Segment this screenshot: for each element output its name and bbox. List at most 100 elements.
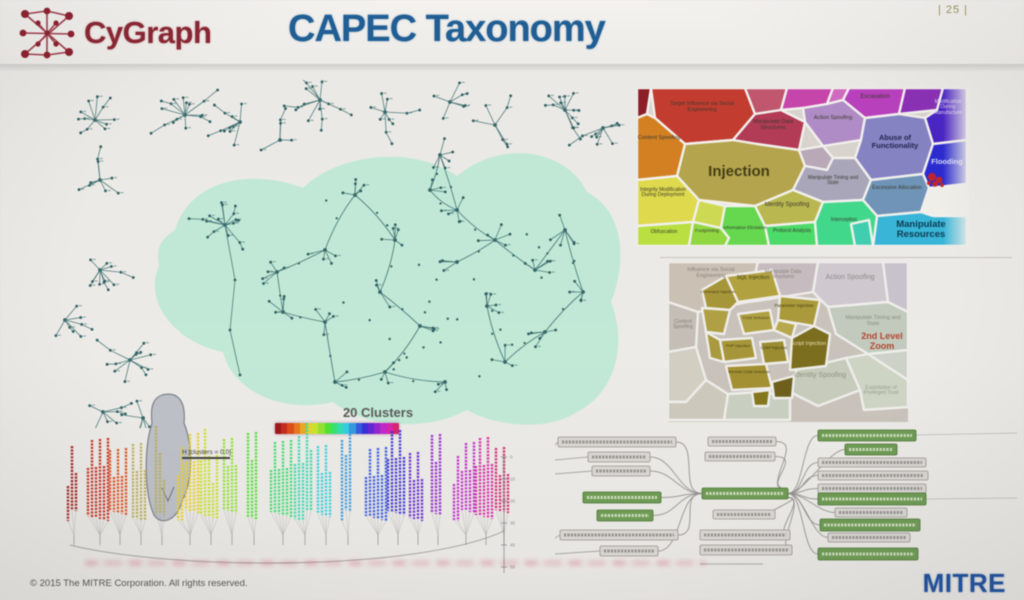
treemap-cell [758, 338, 790, 366]
treemap-cell-label: Integrity Modification During Deployment [640, 187, 686, 199]
slide-header [0, 0, 1024, 64]
cluster-dendrogram: 20 Clusters 0 10 20 30 40 50 H [clusters = 0.… [58, 393, 516, 578]
treemap-cell-label: Influence via Social Engineering [687, 267, 735, 279]
mindmap-node [707, 436, 777, 447]
colorbar-swatch [337, 423, 344, 434]
treemap-cell-label: Code Inclusion [742, 315, 770, 320]
treemap-cell [788, 324, 832, 372]
capec-treemap-level2: Influence via Social Engineering Manipula… [666, 260, 910, 422]
treemap-cell-label: Manipulate Data Structures [752, 119, 794, 131]
colorbar-swatch [287, 423, 294, 434]
colorbar-swatch [349, 423, 356, 434]
svg-text:30: 30 [510, 521, 516, 526]
treemap-cell-label: Remote Code Inclusion [728, 369, 770, 374]
treemap-cell-label: Action Spoofing [813, 115, 853, 121]
treemap-cell-label: Script Injection [789, 341, 827, 347]
treemap-cell-label: Abuse of Functionality [871, 133, 919, 151]
treemap-cell-label: Excessive Allocation [872, 185, 922, 191]
treemap-cell-label: PHP Injection [725, 343, 751, 348]
colorbar-swatch [368, 423, 375, 434]
colorbar-swatch [330, 423, 338, 434]
colorbar-swatch [361, 423, 369, 434]
treemap-cell-label: Footprinting [695, 228, 719, 233]
capec-logo-icon [923, 170, 949, 192]
treemap-cell-label: Exploitation of Privileged Trust [863, 385, 899, 397]
treemap-cell-label: Information Elicitation [723, 225, 767, 230]
capec-treemap-level1: Target Influence via Social Engineering M… [635, 86, 969, 248]
mindmap-node [827, 532, 911, 543]
colorbar-swatch [275, 423, 282, 434]
treemap-level1-labels: Target Influence via Social Engineering M… [637, 88, 967, 246]
svg-text:0: 0 [510, 455, 513, 460]
colorbar-swatch [374, 423, 381, 434]
treemap-level1-cells [635, 86, 969, 248]
treemap-cell [770, 374, 796, 400]
second-level-zoom-annotation: 2nd Level Zoom [861, 331, 903, 351]
svg-text:20: 20 [510, 499, 516, 504]
treemap-cell [700, 274, 740, 312]
dendrogram-tree: 0 10 20 30 40 50 [66, 393, 516, 573]
treemap-cell-label: Action Spoofing [825, 274, 875, 281]
treemap-cell-label: Modification During Manufacture [934, 99, 962, 116]
page-number: | 25 | [937, 4, 968, 16]
colorbar-swatch [281, 423, 288, 434]
dendrogram-annotation: H [clusters = 0.0] [182, 449, 274, 459]
treemap-level2-cells [666, 260, 910, 422]
colorbar-swatch [355, 423, 362, 434]
svg-text:40: 40 [510, 543, 516, 548]
cygraph-network-icon [19, 7, 75, 59]
colorbar-swatch [386, 423, 393, 434]
treemap-cell-label: Identity Spoofing [764, 202, 810, 208]
cygraph-wordmark: CyGraph [84, 15, 212, 50]
treemap-cell-label: Target Influence via Social Engineering [669, 101, 735, 113]
mindmap-node [817, 457, 927, 468]
treemap-cell-label: Obfuscation [650, 229, 678, 235]
treemap-cell-label: Injection [708, 163, 770, 180]
treemap-cell [772, 318, 798, 340]
cluster-colorbar [275, 423, 399, 434]
video-artifact-smudge [85, 560, 705, 566]
treemap-cell-label: Content Spoofing [637, 135, 681, 141]
page-title: CAPEC Taxonomy [288, 8, 606, 50]
treemap-cell-label: Protocol Analysis [772, 228, 812, 234]
cygraph-logo: CyGraph [18, 7, 212, 59]
treemap-cell [750, 388, 772, 408]
colorbar-swatch [380, 423, 387, 434]
colorbar-swatch [392, 423, 399, 434]
treemap-cell-label: Manipulate Timing and State [845, 315, 901, 327]
mindmap-node [712, 509, 776, 520]
colorbar-swatch [343, 423, 350, 434]
treemap-cell-label: LDAP Injection [760, 345, 788, 350]
colorbar-swatch [299, 423, 307, 434]
mindmap-node [587, 451, 651, 463]
treemap-cell-label: Parameter Injection [774, 303, 814, 308]
header-divider [0, 64, 1024, 72]
attack-graph-visualization [54, 80, 625, 428]
treemap-cell-label: Manipulate Timing and State [807, 175, 859, 187]
mindmap-node [817, 492, 927, 506]
separator-line [660, 257, 1012, 258]
treemap-cell [704, 330, 726, 364]
treemap-cell [700, 306, 732, 336]
dendrogram-title: 20 Clusters [342, 405, 414, 420]
treemap-cell-label: Flooding [931, 157, 963, 166]
treemap-cell-label: Excavation [860, 94, 890, 100]
copyright-text: © 2015 The MITRE Corporation. All rights… [30, 578, 248, 589]
capec-branch-mindmap [555, 429, 1017, 565]
mitre-logo: MITRE [922, 568, 1006, 598]
treemap-cell-label: SQL Injection [736, 275, 770, 281]
treemap-cell-label: Interception [830, 217, 858, 223]
treemap-cell-label: Command Injection [700, 289, 736, 294]
colorbar-swatch [312, 423, 319, 434]
colorbar-swatch [293, 423, 300, 434]
treemap-cell-label: Manipulate Resources [896, 219, 946, 241]
colorbar-swatch [324, 423, 331, 434]
colorbar-swatch [306, 423, 313, 434]
colorbar-swatch [318, 423, 325, 434]
svg-text:10: 10 [510, 477, 516, 482]
treemap-cell-label: Manipulate Data Structures [764, 269, 802, 281]
treemap-cell-label: Identity Spoofing [793, 372, 847, 379]
svg-text:50: 50 [510, 565, 516, 570]
treemap-cell-label: Content Spoofing [673, 319, 693, 331]
